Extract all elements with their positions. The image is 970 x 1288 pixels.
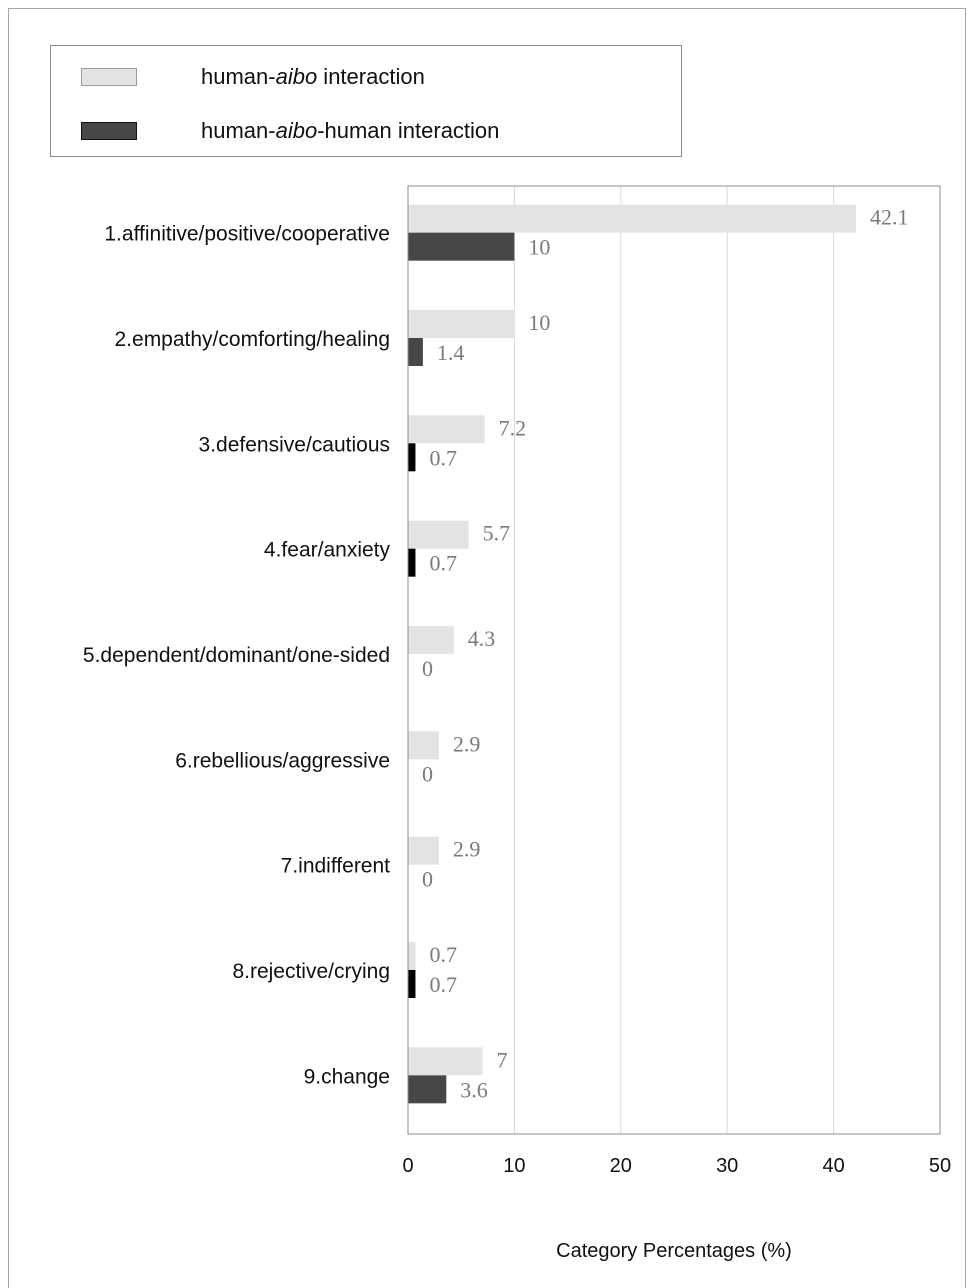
bar bbox=[408, 204, 856, 233]
data-label: 3.6 bbox=[460, 1077, 488, 1102]
legend: human-aibo interaction human-aibo-human … bbox=[50, 45, 682, 157]
x-tick-labels: 0 10 20 30 40 50 bbox=[402, 1155, 951, 1177]
category-label: 8.rejective/crying bbox=[232, 960, 390, 983]
bar bbox=[408, 626, 454, 654]
legend-label: human-aibo interaction bbox=[201, 64, 425, 89]
category-label: 9.change bbox=[304, 1065, 390, 1088]
bar bbox=[408, 415, 485, 444]
x-axis-title: Category Percentages (%) bbox=[556, 1240, 792, 1262]
bar bbox=[408, 443, 416, 472]
data-label: 7 bbox=[496, 1047, 507, 1072]
category-label: 5.dependent/dominant/one-sided bbox=[83, 644, 390, 667]
data-label: 0.7 bbox=[429, 551, 457, 576]
x-tick-label: 30 bbox=[716, 1155, 738, 1177]
data-label: 0 bbox=[422, 867, 433, 892]
bar bbox=[408, 548, 416, 577]
x-tick-label: 20 bbox=[610, 1155, 632, 1177]
legend-label: human-aibo-human interaction bbox=[201, 118, 500, 143]
plot-border bbox=[407, 185, 941, 1135]
category-label: 6.rebellious/aggressive bbox=[175, 749, 390, 772]
category-labels: 1.affinitive/positive/cooperative 2.empat… bbox=[83, 223, 391, 1089]
bar bbox=[408, 338, 423, 366]
category-label: 4.fear/anxiety bbox=[264, 539, 391, 562]
figure-frame bbox=[8, 8, 966, 1288]
data-label: 42.1 bbox=[870, 205, 909, 230]
bar bbox=[408, 232, 515, 261]
x-tick-label: 0 bbox=[402, 1155, 413, 1177]
bar bbox=[408, 1047, 483, 1076]
x-tick-label: 50 bbox=[929, 1155, 951, 1177]
data-label: 0 bbox=[422, 761, 433, 786]
bar bbox=[408, 520, 469, 549]
data-label: 2.9 bbox=[453, 731, 481, 756]
bar bbox=[408, 310, 515, 338]
bar bbox=[408, 836, 439, 865]
grid-lines bbox=[513, 186, 835, 1134]
legend-swatch-light bbox=[81, 68, 137, 86]
data-label: 7.2 bbox=[499, 415, 527, 440]
data-label: 4.3 bbox=[468, 626, 496, 651]
category-label: 3.defensive/cautious bbox=[199, 433, 390, 456]
data-label: 10 bbox=[528, 235, 550, 260]
data-labels: 42.1 10 10 1.4 7.2 0.7 5.7 0.7 4.3 0 2.9 0 2.9 0 0.7 0.… bbox=[422, 205, 908, 1103]
data-label: 10 bbox=[528, 310, 550, 335]
data-label: 2.9 bbox=[453, 837, 481, 862]
x-tick-label: 10 bbox=[503, 1155, 525, 1177]
data-label: 0.7 bbox=[429, 942, 457, 967]
x-tick-label: 40 bbox=[822, 1155, 844, 1177]
data-label: 0.7 bbox=[429, 972, 457, 997]
bar bbox=[408, 1075, 447, 1104]
data-label: 1.4 bbox=[437, 340, 465, 365]
data-label: 0.7 bbox=[429, 445, 457, 470]
bar bbox=[408, 970, 416, 998]
bar bbox=[408, 942, 416, 970]
category-label: 1.affinitive/positive/cooperative bbox=[104, 223, 390, 246]
bars bbox=[408, 204, 856, 1104]
data-label: 5.7 bbox=[483, 521, 511, 546]
bar bbox=[408, 731, 439, 760]
category-label: 2.empathy/comforting/healing bbox=[115, 328, 391, 351]
legend-swatch-dark bbox=[81, 122, 137, 140]
data-label: 0 bbox=[422, 656, 433, 681]
category-label: 7.indifferent bbox=[281, 855, 391, 878]
